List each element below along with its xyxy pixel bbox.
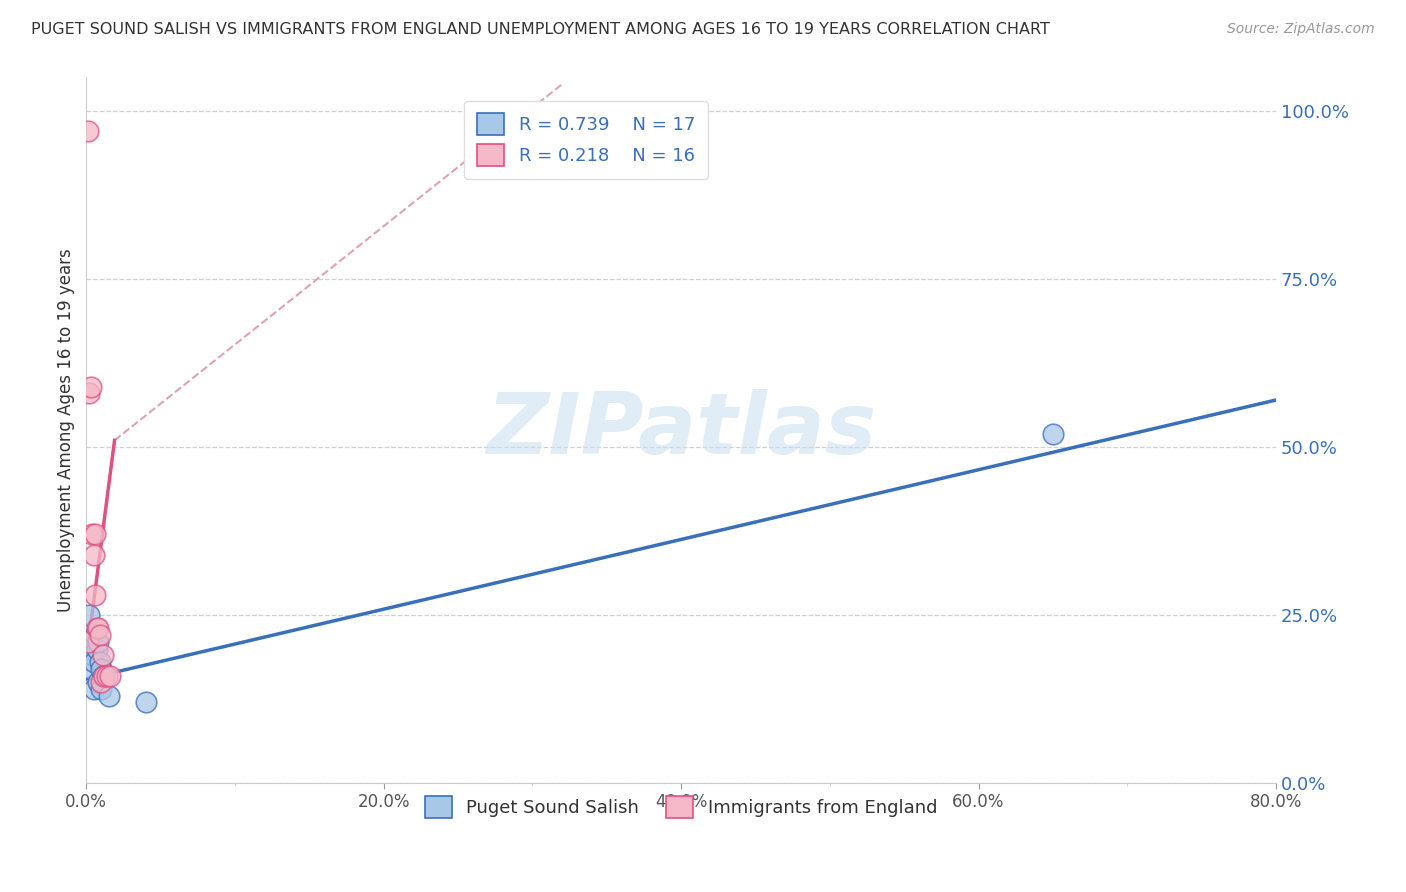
Legend: Puget Sound Salish, Immigrants from England: Puget Sound Salish, Immigrants from Engl…: [418, 789, 945, 825]
Point: [90, 662, 112, 676]
Point: [87, 635, 110, 649]
Point: [76, 635, 98, 649]
Point: [89, 655, 111, 669]
Point: [84, 527, 107, 541]
Point: [83, 548, 105, 562]
Point: [77, 386, 100, 401]
Point: [86, 641, 108, 656]
Text: PUGET SOUND SALISH VS IMMIGRANTS FROM ENGLAND UNEMPLOYMENT AMONG AGES 16 TO 19 Y: PUGET SOUND SALISH VS IMMIGRANTS FROM EN…: [31, 22, 1050, 37]
Point: [91, 648, 114, 663]
Point: [82, 648, 104, 663]
Point: [1042, 426, 1064, 441]
Point: [80, 662, 103, 676]
Point: [86, 622, 108, 636]
Point: [82, 527, 104, 541]
Point: [83, 681, 105, 696]
Point: [83, 655, 105, 669]
Point: [87, 622, 110, 636]
Point: [84, 588, 107, 602]
Point: [80, 641, 103, 656]
Point: [84, 628, 107, 642]
Point: [135, 695, 157, 709]
Point: [91, 668, 114, 682]
Text: ZIPatlas: ZIPatlas: [486, 389, 876, 472]
Point: [93, 668, 115, 682]
Point: [87, 675, 110, 690]
Point: [80, 379, 103, 393]
Point: [77, 608, 100, 623]
Point: [96, 668, 118, 682]
Point: [90, 675, 112, 690]
Point: [76, 124, 98, 138]
Point: [90, 681, 112, 696]
Point: [98, 668, 121, 682]
Text: Source: ZipAtlas.com: Source: ZipAtlas.com: [1227, 22, 1375, 37]
Point: [89, 628, 111, 642]
Point: [97, 689, 120, 703]
Y-axis label: Unemployment Among Ages 16 to 19 years: Unemployment Among Ages 16 to 19 years: [58, 248, 75, 612]
